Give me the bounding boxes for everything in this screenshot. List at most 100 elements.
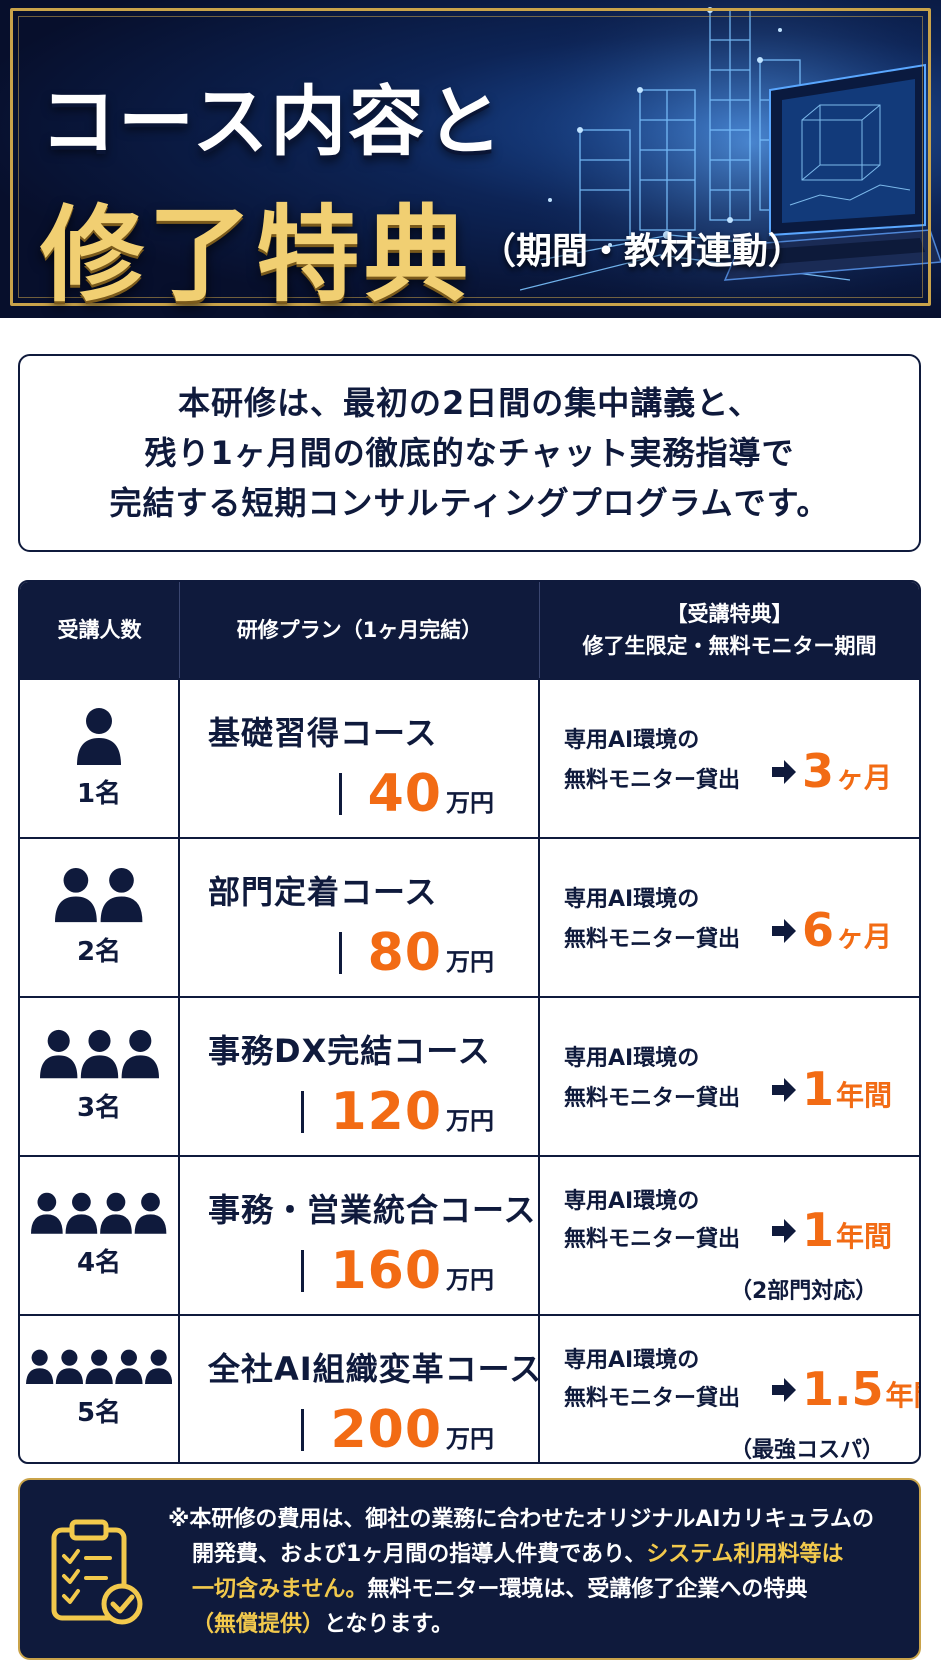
price-divider [301,1091,305,1133]
people-icon [31,1192,167,1234]
disclaimer-highlight-2: 一切含みません。 [192,1577,368,1602]
attendee-count: 2名 [76,936,122,967]
benefit-cell: 専用AI環境の 無料モニター貸出 3 ヶ月 [540,680,919,837]
disclaimer-line-4: （無償提供）となります。 [168,1607,908,1642]
benefit-cell: 専用AI環境の 無料モニター貸出 1 年間 [540,998,919,1155]
person-body [100,1214,133,1234]
disclaimer-line-2: 開発費、および1ヶ月間の指導人件費であり、システム利用料等は [168,1537,908,1572]
header-plan-label: 研修プラン（1ヶ月完結） [236,618,483,642]
benefit-line-2: 無料モニター貸出 [564,1227,741,1252]
gold-frame-inner [18,16,923,298]
attendee-count: 4名 [76,1247,122,1278]
arrow-right-icon [772,919,796,943]
benefit-cell: 専用AI環境の 無料モニター貸出 1 年間 （2部門対応） [540,1157,919,1314]
benefit-line-1: 専用AI環境の [564,887,700,912]
course-price: 200 万円 [301,1400,494,1460]
disclaimer-line-4b: となります。 [324,1612,454,1637]
clipboard-check-icon [51,1519,143,1625]
benefit-line-1: 専用AI環境の [564,728,700,753]
gold-frame [10,8,931,306]
attendee-cell: 2名 [20,839,180,996]
benefit-line-2: 無料モニター貸出 [564,1386,741,1411]
course-name: 基礎習得コース [208,714,438,752]
benefit-line-1: 専用AI環境の [564,1046,700,1071]
attendee-count: 1名 [76,779,122,809]
price-unit: 万円 [446,1266,494,1294]
header-plan: 研修プラン（1ヶ月完結） [180,582,540,678]
person-head [90,1349,108,1366]
benefit-cell: 専用AI環境の 無料モニター貸出 6 ヶ月 [540,839,919,996]
header-attendees-label: 受講人数 [57,618,142,642]
person-body [144,1367,173,1385]
header-benefit: 【受講特典】 修了生限定・無料モニター期間 [540,582,919,678]
person-body [31,1214,64,1234]
benefit-line-2: 無料モニター貸出 [564,927,741,952]
price-unit: 万円 [446,1425,494,1453]
person-head [106,1192,126,1212]
people-icon [77,708,121,765]
table-row: 3名 事務DX完結コース 120 万円 専用AI環境の 無料モニター貸出 1 年… [20,996,919,1155]
person-head [141,1192,161,1212]
people-icon [25,1349,173,1385]
course-cell: 事務DX完結コース 120 万円 [180,998,540,1155]
intro-line-2: 残り1ヶ月間の徹底的なチャット実務指導で [144,434,795,472]
header-attendees: 受講人数 [20,582,180,678]
benefit-period-unit: 年間 [836,1220,893,1253]
benefit-period-unit: 年間 [836,1079,893,1112]
people-icon [55,868,143,923]
benefit-cell: 専用AI環境の 無料モニター貸出 1.5 年間 （最強コスパ） [540,1316,919,1462]
benefit-line-2: 無料モニター貸出 [564,1086,741,1111]
header-benefit-label-2: 修了生限定・無料モニター期間 [582,634,877,658]
price-value: 120 [330,1082,442,1142]
person-head [86,708,112,734]
price-unit: 万円 [446,1107,494,1135]
course-cell: 事務・営業統合コース 160 万円 [180,1157,540,1314]
benefit-period: 1.5 年間 [802,1362,920,1416]
benefit-line-1: 専用AI環境の [564,1348,700,1373]
person-body [39,1055,77,1079]
person-head [150,1349,167,1366]
table-row: 2名 部門定着コース 80 万円 専用AI環境の 無料モニター貸出 6 ヶ月 [20,837,919,996]
price-value: 80 [367,923,442,983]
page-title-line1: コース内容と [40,77,505,166]
arrow-right-icon [772,760,796,784]
attendee-cell: 5名 [20,1316,180,1462]
person-body [80,1055,118,1079]
course-table: 受講人数 研修プラン（1ヶ月完結） 【受講特典】 修了生限定・無料モニター期間 … [18,580,921,1464]
table-row: 4名 事務・営業統合コース 160 万円 専用AI環境の 無料モニター貸出 1 … [20,1155,919,1314]
benefit-period-value: 1.5 [802,1362,884,1416]
person-body [121,1055,159,1079]
page-title-line2: 修了特典 [40,194,473,316]
benefit-period-value: 3 [802,744,835,798]
intro-line-3: 完結する短期コンサルティングプログラムです。 [109,484,830,522]
table-body: 1名 基礎習得コース 40 万円 専用AI環境の 無料モニター貸出 3 ヶ月 2… [20,678,919,1462]
price-divider [338,932,342,974]
benefit-period-unit: 年間 [885,1379,920,1412]
person-body [65,1214,98,1234]
person-head [87,1030,111,1053]
benefit-period: 1 年間 [802,1203,892,1257]
attendee-cell: 1名 [20,680,180,837]
attendee-cell: 3名 [20,998,180,1155]
attendee-count: 5名 [76,1398,122,1429]
header-benefit-label-1: 【受講特典】 [666,602,793,626]
course-price: 120 万円 [301,1082,494,1142]
course-name: 事務DX完結コース [208,1032,491,1070]
price-divider [338,773,342,815]
price-divider [301,1409,305,1451]
course-price: 160 万円 [301,1241,494,1301]
attendee-count: 3名 [76,1092,122,1123]
person-head [61,1349,78,1366]
price-unit: 万円 [446,789,494,817]
benefit-period-value: 1 [802,1062,835,1116]
intro-line-1: 本研修は、最初の2日間の集中講義と、 [178,384,761,422]
page-subtitle: （期間・教材連動） [480,231,805,272]
benefit-note: （2部門対応） [730,1279,878,1304]
course-price: 40 万円 [338,764,494,824]
price-value: 200 [330,1400,442,1460]
course-name: 全社AI組織変革コース [208,1350,543,1388]
person-body [85,1367,113,1385]
benefit-period-unit: ヶ月 [836,761,893,794]
table-header: 受講人数 研修プラン（1ヶ月完結） 【受講特典】 修了生限定・無料モニター期間 [20,582,919,678]
person-head [128,1030,151,1053]
